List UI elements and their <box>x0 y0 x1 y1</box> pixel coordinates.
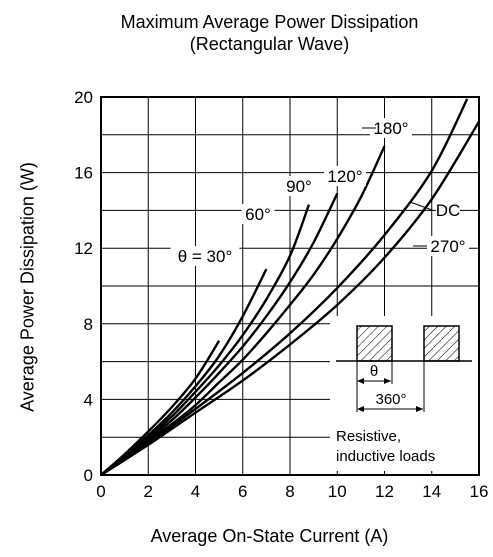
curve-labels: θ = 30° 60° 90° 120° 180° 270° DC <box>170 118 469 266</box>
curve-label: 180° <box>373 119 408 138</box>
curve-label-bg <box>324 166 366 186</box>
inset-theta-label: θ <box>370 363 378 380</box>
curve-label-bg <box>370 118 412 138</box>
y-tick-label: 4 <box>84 390 93 409</box>
curve <box>100 145 386 476</box>
x-axis-label: Average On-State Current (A) <box>150 526 389 546</box>
waveform-inset: θ 360° Resistive, inductive loads <box>330 316 480 471</box>
curve-label-bg <box>436 200 460 220</box>
curve-label: 60° <box>245 205 271 224</box>
x-tick-label: 16 <box>470 482 489 501</box>
curve-label-bg <box>241 204 275 224</box>
pulse-2 <box>423 325 460 362</box>
inset-note-line-1: Resistive, <box>336 428 401 445</box>
x-tick-label: 10 <box>328 482 347 501</box>
inset-period-label: 360° <box>375 391 406 408</box>
curve <box>100 204 311 476</box>
curve <box>100 120 481 477</box>
curve-label-bg <box>427 236 469 256</box>
x-tick-label: 14 <box>422 482 441 501</box>
curve-label-bg <box>170 246 240 266</box>
tick-labels: 0 2 4 6 8 10 12 14 16 0 4 8 12 16 20 <box>74 88 488 501</box>
curve <box>100 268 268 476</box>
curve-label: θ = 30° <box>178 247 233 266</box>
y-tick-label: 20 <box>74 88 93 107</box>
chart-subtitle: (Rectangular Wave) <box>189 34 350 54</box>
curve-label: 270° <box>430 237 465 256</box>
curve <box>100 98 469 476</box>
curve <box>100 340 221 476</box>
pulse-1 <box>356 325 393 362</box>
x-tick-label: 0 <box>96 482 105 501</box>
curve-label-bg <box>282 176 316 196</box>
y-tick-label: 12 <box>74 239 93 258</box>
inset-note-line-2: inductive loads <box>336 448 435 465</box>
x-tick-label: 4 <box>191 482 200 501</box>
curve-label: DC <box>436 201 461 220</box>
leader-dc <box>409 201 433 211</box>
y-tick-label: 0 <box>84 466 93 485</box>
x-tick-label: 12 <box>375 482 394 501</box>
y-tick-label: 8 <box>84 315 93 334</box>
x-tick-label: 6 <box>238 482 247 501</box>
plot-frame <box>100 96 480 476</box>
x-tick-label: 8 <box>285 482 294 501</box>
y-tick-label: 16 <box>74 164 93 183</box>
curve-label: 90° <box>286 177 312 196</box>
curve-label: 120° <box>327 167 362 186</box>
x-tick-label: 2 <box>144 482 153 501</box>
chart-title: Maximum Average Power Dissipation <box>120 12 419 32</box>
curves <box>100 98 481 477</box>
curve <box>100 192 339 476</box>
